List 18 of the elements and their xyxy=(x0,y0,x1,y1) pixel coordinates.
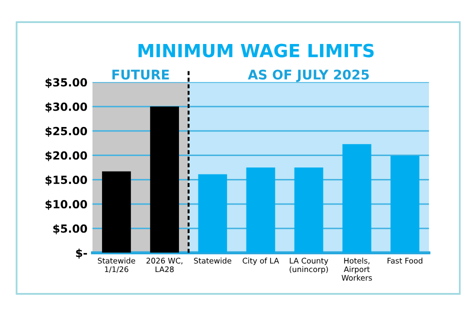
y-tick-label: $30.00 xyxy=(46,102,88,112)
y-tick-label: $35.00 xyxy=(46,78,88,88)
band-label: AS OF JULY 2025 xyxy=(248,70,369,82)
y-tick-label: $- xyxy=(76,248,87,259)
bar xyxy=(102,171,131,253)
bar xyxy=(342,144,372,253)
chart-title: MINIMUM WAGE LIMITS xyxy=(138,44,374,58)
y-tick-label: $20.00 xyxy=(46,151,88,162)
y-tick-label: $15.00 xyxy=(46,175,88,186)
bar xyxy=(150,106,179,253)
bar xyxy=(246,167,276,253)
band-label: FUTURE xyxy=(112,70,169,80)
bar xyxy=(198,174,228,253)
y-tick-label: $25.00 xyxy=(46,126,88,137)
y-tick-label: $5.00 xyxy=(53,224,88,234)
bar xyxy=(294,167,324,253)
y-tick-label: $10.00 xyxy=(46,200,88,210)
bar xyxy=(390,156,420,253)
